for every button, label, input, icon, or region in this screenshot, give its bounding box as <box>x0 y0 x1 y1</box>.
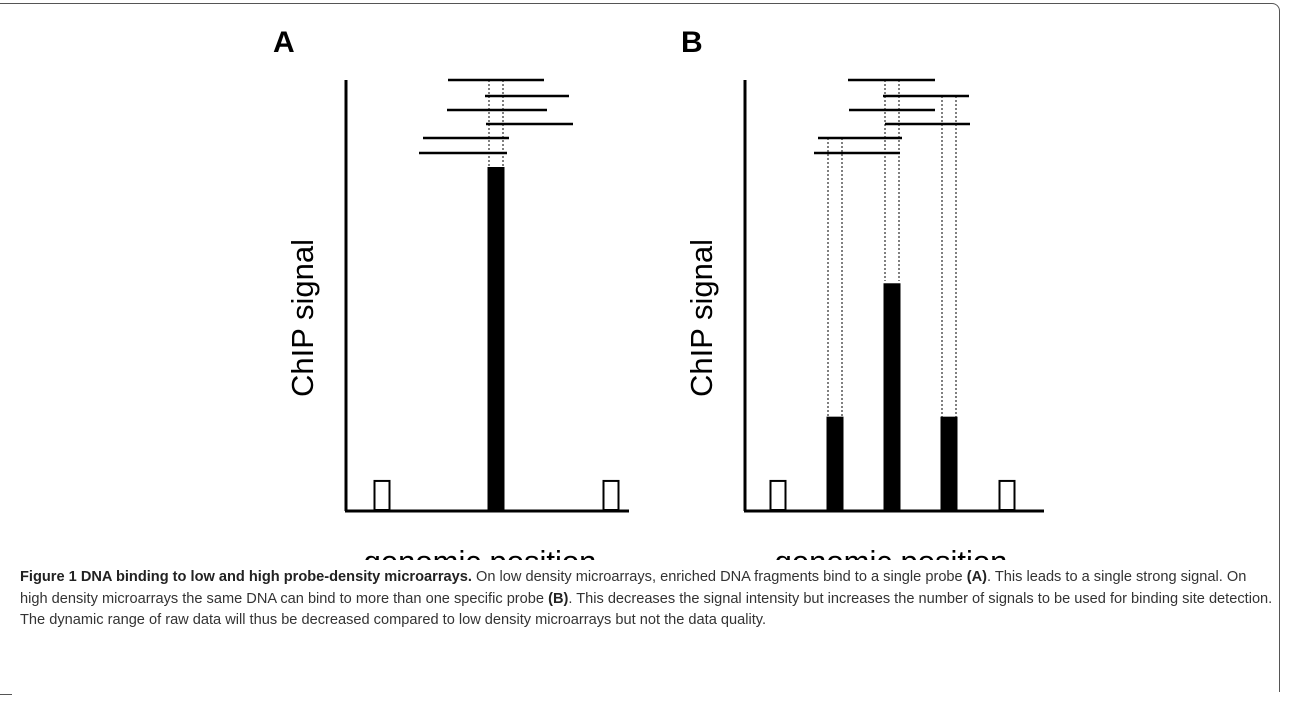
panel-b-label: B <box>681 26 703 59</box>
unbound-probe-bar <box>769 479 787 511</box>
panel-a-y-label: ChIP signal <box>285 239 320 397</box>
caption-ref-a: (A) <box>966 569 987 585</box>
panel-b-x-label: genomic position <box>775 544 1008 560</box>
caption-text-1: On low density microarrays, enriched DNA… <box>471 569 967 585</box>
panel-b: B ChIP signal genomic position <box>681 26 1044 560</box>
frame-bottom-rule <box>0 694 12 695</box>
caption-text-3: . This decreases the signal intensity bu… <box>20 590 1273 629</box>
unbound-probe-bar <box>373 479 391 511</box>
figure-diagram: A ChIP signal genomic position B ChIP si… <box>273 26 1044 560</box>
unbound-probe-bar <box>998 479 1016 511</box>
bound-probe-bar <box>487 167 505 511</box>
bound-probe-bar <box>826 416 844 511</box>
caption-ref-b: (B) <box>548 590 569 607</box>
bound-probe-bar <box>940 416 958 511</box>
bound-probe-bar <box>883 283 901 511</box>
figure-frame <box>0 3 1280 692</box>
panel-a-x-label: genomic position <box>364 544 597 560</box>
panel-a: A ChIP signal genomic position <box>273 26 629 560</box>
caption-text-2: . This leads to a single strong signal. … <box>20 569 1247 607</box>
caption-title: Figure 1 DNA binding to low and high pro… <box>20 569 472 585</box>
panel-a-label: A <box>273 26 295 59</box>
unbound-probe-bar <box>602 479 620 511</box>
panel-b-y-label: ChIP signal <box>684 239 719 397</box>
figure-caption: Figure 1 DNA binding to low and high pro… <box>20 567 1275 632</box>
